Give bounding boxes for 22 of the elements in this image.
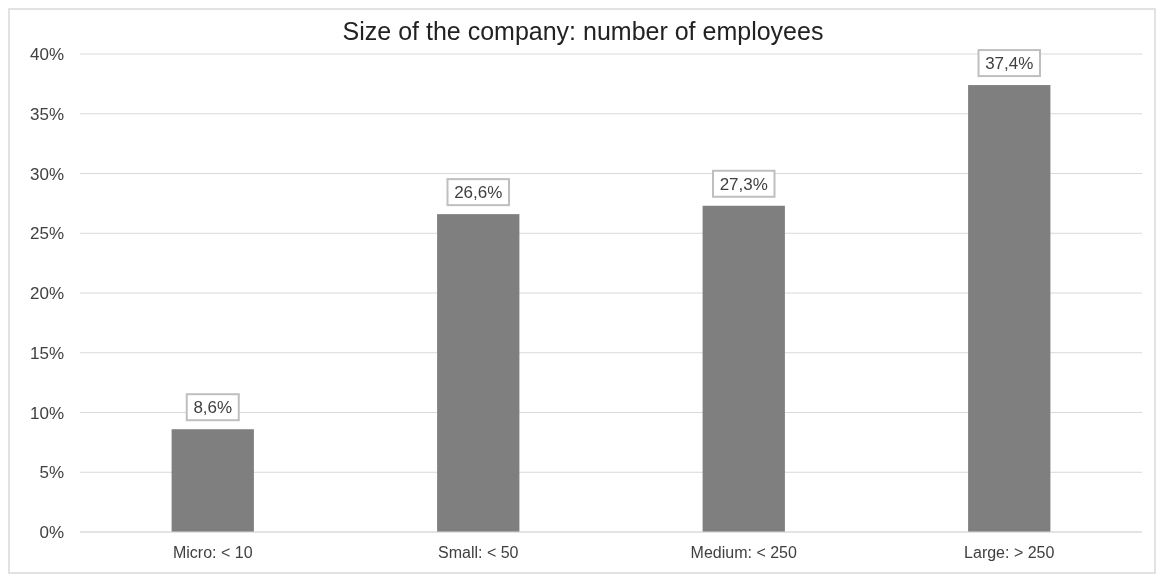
bar bbox=[171, 429, 254, 532]
bar bbox=[702, 205, 785, 532]
y-tick-label: 20% bbox=[29, 284, 64, 303]
x-tick-label: Medium: < 250 bbox=[690, 544, 797, 561]
x-tick-label: Large: > 250 bbox=[964, 544, 1055, 561]
y-tick-label: 30% bbox=[29, 164, 64, 184]
data-label: 37,4% bbox=[985, 54, 1034, 74]
y-tick-label: 15% bbox=[29, 343, 64, 363]
y-tick-label: 25% bbox=[29, 224, 64, 244]
y-tick-label: 5% bbox=[39, 463, 64, 483]
y-tick-label: 10% bbox=[29, 403, 64, 423]
bar bbox=[968, 85, 1051, 532]
y-tick-label: 35% bbox=[29, 104, 64, 124]
y-tick-label: 0% bbox=[39, 523, 64, 542]
bar bbox=[437, 214, 520, 532]
y-tick-label: 40% bbox=[29, 45, 64, 64]
x-tick-label: Micro: < 10 bbox=[172, 544, 253, 561]
data-label: 27,3% bbox=[719, 174, 768, 194]
data-label: 26,6% bbox=[454, 183, 503, 203]
data-label: 8,6% bbox=[193, 398, 233, 418]
x-tick-label: Small: < 50 bbox=[438, 544, 519, 561]
chart-title: Size of the company: number of employees bbox=[342, 17, 824, 45]
